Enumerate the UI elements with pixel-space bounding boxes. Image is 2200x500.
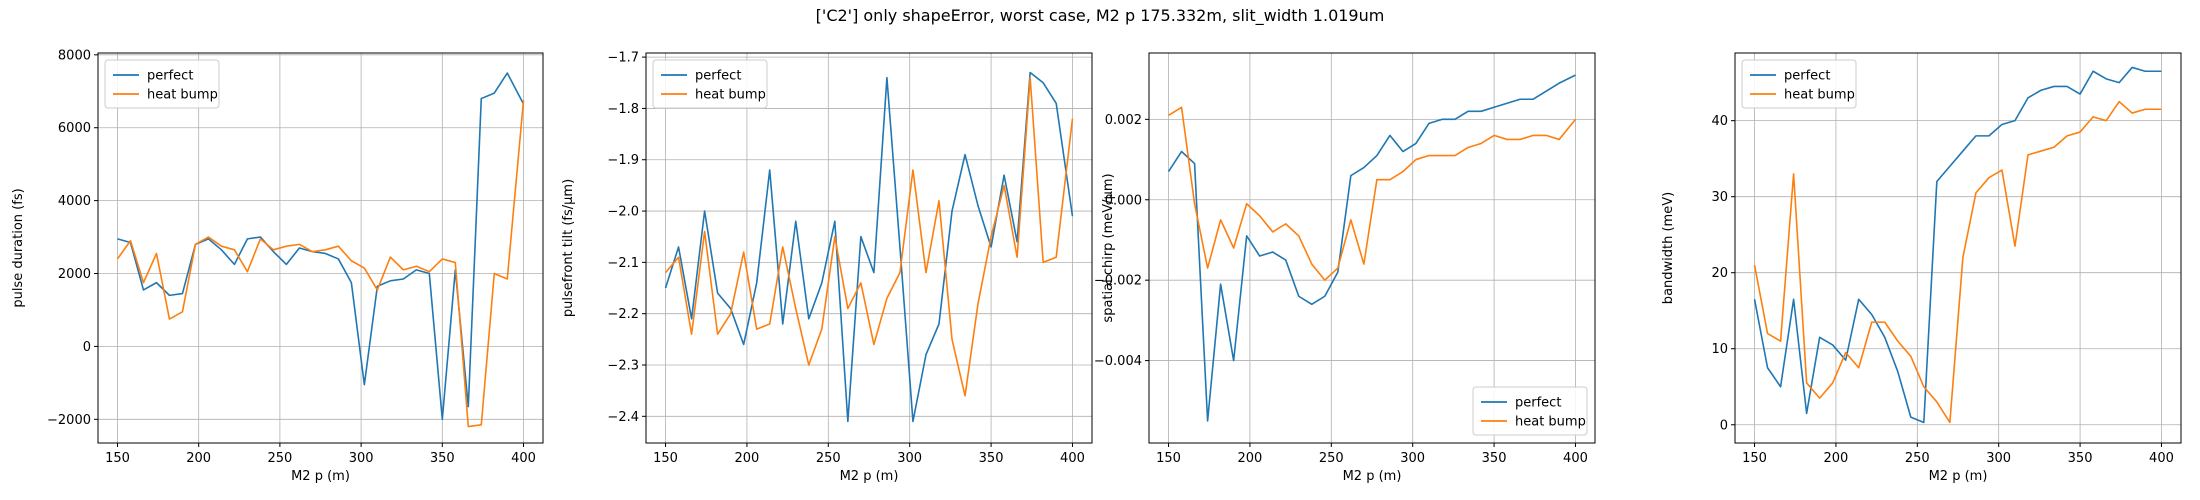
x-tick-label: 200 [1238,451,1263,466]
figure-title: ['C2'] only shapeError, worst case, M2 p… [815,6,1385,25]
y-tick-label: −0.004 [1094,354,1142,369]
y-tick-label: −2.2 [607,307,639,322]
legend-label-perfect: perfect [147,69,193,84]
x-tick-label: 250 [1319,451,1344,466]
chart-bandwidth: 150 200 250 300 350 400 0 10 20 30 40 M2 p (m) bandw… [1661,52,2182,484]
x-tick-label: 400 [511,451,536,466]
x-tick-label: 300 [897,451,922,466]
plot-frame [1734,52,2182,444]
x-tick-label: 300 [1400,451,1425,466]
y-tick-label: 40 [1711,114,1728,129]
chart-pulse-duration: 150 200 250 300 350 400 −2000 0 2000 4000 6000 8000… [11,48,544,484]
x-tick-label: 400 [2149,451,2174,466]
x-tick-label: 400 [1060,451,1085,466]
legend-label-perfect: perfect [695,69,741,84]
y-tick-label: −0.002 [1094,274,1142,289]
legend-label-heat-bump: heat bump [1784,88,1855,103]
x-tick-label: 250 [816,451,841,466]
x-tick-label: 350 [979,451,1004,466]
series-line-heat-bump [116,100,525,428]
y-tick-label: 10 [1711,342,1728,357]
legend-label-perfect: perfect [1515,396,1561,411]
y-tick-label: −2.4 [607,410,639,425]
y-tick-label: −2000 [47,413,91,428]
y-tick-label: 8000 [58,48,91,63]
x-tick-label: 200 [1824,451,1849,466]
y-tick-label: −1.9 [607,153,639,168]
x-tick-label: 200 [186,451,211,466]
y-tick-label: 4000 [58,194,91,209]
plot-frame [645,52,1093,444]
x-tick-label: 300 [349,451,374,466]
x-tick-label: 150 [105,451,130,466]
plot-frame [97,52,544,444]
x-axis-label: M2 p (m) [840,469,899,484]
series-line-perfect [664,71,1074,423]
y-tick-label: 0 [1720,418,1728,433]
legend-label-perfect: perfect [1784,69,1830,84]
x-tick-label: 200 [735,451,760,466]
x-axis-label: M2 p (m) [1929,469,1988,484]
y-tick-label: 30 [1711,190,1728,205]
legend-box [1472,386,1588,436]
series-line-heat-bump [664,76,1074,397]
x-tick-label: 250 [1905,451,1930,466]
y-tick-label: 20 [1711,266,1728,281]
y-tick-label: −2.3 [607,359,639,374]
chart-pulsefront-tilt: 150 200 250 300 350 400 −2.4 −2.3 −2.2 −2.1 −2.0 −1… [561,51,1093,484]
x-tick-label: 300 [1986,451,2011,466]
y-tick-label: 6000 [58,121,91,136]
legend-label-heat-bump: heat bump [1515,415,1586,430]
x-tick-label: 150 [653,451,678,466]
x-tick-label: 350 [2068,451,2093,466]
x-tick-label: 400 [1563,451,1588,466]
series-line-heat-bump [1753,100,2162,424]
legend-box [652,59,768,109]
y-tick-label: −1.7 [607,51,639,66]
y-axis-label: pulsefront tilt (fs/μm) [561,179,576,317]
y-tick-label: 0.002 [1105,113,1142,128]
x-tick-label: 350 [430,451,455,466]
y-tick-label: −2.1 [607,256,639,271]
y-axis-label: spatial chirp (meV/μm) [1101,173,1116,322]
legend-label-heat-bump: heat bump [695,88,766,103]
legend: perfect heat bump [1741,59,1857,109]
x-tick-label: 150 [1156,451,1181,466]
x-tick-label: 350 [1482,451,1507,466]
legend: perfect heat bump [104,59,220,109]
legend: perfect heat bump [652,59,768,109]
y-tick-label: −1.8 [607,102,639,117]
y-tick-label: 0 [83,340,91,355]
y-axis-label: pulse duration (fs) [11,188,26,307]
y-tick-label: 0.000 [1105,193,1142,208]
y-tick-label: −2.0 [607,205,639,220]
x-axis-label: M2 p (m) [1343,469,1402,484]
plot-frame [1148,52,1596,444]
y-axis-label: bandwidth (meV) [1661,192,1676,304]
x-tick-label: 250 [267,451,292,466]
legend-label-heat-bump: heat bump [147,88,218,103]
legend-box [1741,59,1857,109]
legend: perfect heat bump [1472,386,1588,436]
x-tick-label: 150 [1742,451,1767,466]
series-line-perfect [1167,74,1576,422]
y-tick-label: 2000 [58,267,91,282]
legend-box [104,59,220,109]
chart-spatial-chirp: 150 200 250 300 350 400 −0.004 −0.002 0.000 0.002… [1094,52,1596,484]
x-axis-label: M2 p (m) [291,469,350,484]
series-line-perfect [1753,66,2162,424]
series-line-heat-bump [1168,106,1577,281]
series-line-perfect [117,72,525,421]
